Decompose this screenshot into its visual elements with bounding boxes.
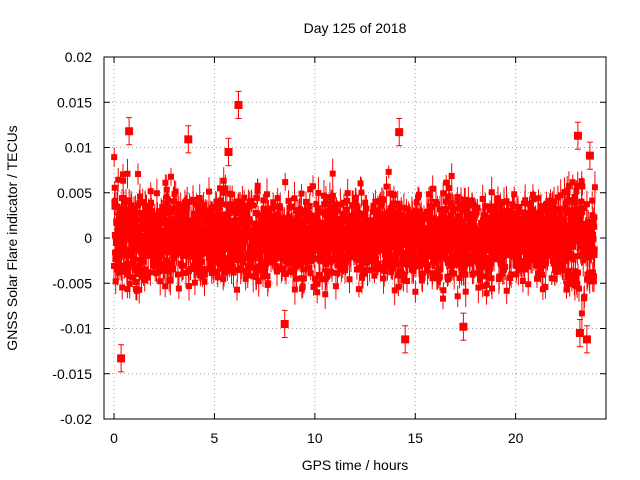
- y-tick-label: 0: [84, 230, 92, 246]
- data-series: [111, 90, 598, 373]
- x-tick-label: 10: [307, 430, 323, 446]
- data-points: [111, 101, 598, 363]
- y-tick-label: 0.01: [65, 140, 92, 156]
- y-tick-label: -0.02: [60, 411, 92, 427]
- y-tick-label: 0.005: [57, 185, 92, 201]
- chart-title: Day 125 of 2018: [304, 20, 407, 36]
- y-tick-label: -0.01: [60, 321, 92, 337]
- y-tick-label: 0.015: [57, 94, 92, 110]
- x-tick-label: 15: [407, 430, 423, 446]
- y-tick-label: -0.005: [52, 275, 92, 291]
- x-tick-label: 5: [211, 430, 219, 446]
- y-axis-label: GNSS Solar Flare indicator / TECUs: [4, 125, 20, 350]
- y-tick-label: -0.015: [52, 366, 92, 382]
- x-tick-label: 0: [110, 430, 118, 446]
- x-axis-label: GPS time / hours: [302, 457, 409, 473]
- y-tick-label: 0.02: [65, 49, 92, 65]
- x-tick-label: 20: [508, 430, 524, 446]
- tick-labels: 0 5 10 15 20 -0.02 -0.015 -0.01 -0.005 0 0.005 0.01…: [52, 49, 523, 446]
- axis-ticks: [104, 56, 606, 420]
